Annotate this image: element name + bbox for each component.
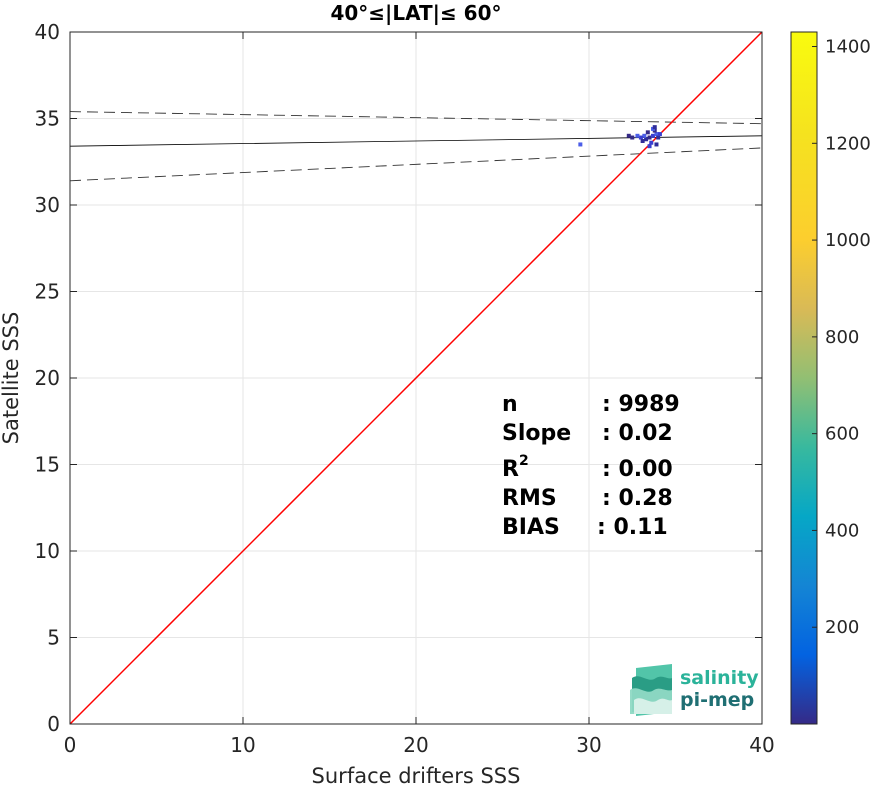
x-tick-label: 30 [576,733,601,757]
data-point [630,135,635,140]
x-tick-label: 0 [64,733,77,757]
confidence-lower-line [70,147,762,182]
stat-r2-value: : 0.00 [602,457,673,482]
colorbar-ticks: 200 400 600 800 1000 1200 1400 [812,37,871,638]
colorbar-tick-label: 600 [825,424,859,445]
data-point [647,144,652,149]
y-tick-label: 40 [35,20,60,44]
x-axis-ticks: 0 10 20 30 40 [64,32,775,757]
colorbar-tick-label: 200 [825,617,859,638]
identity-line [70,32,762,724]
colorbar-tick-label: 1000 [825,230,871,251]
logo-line2: pi-mep [680,689,754,711]
stat-slope-label: Slope [502,421,571,446]
data-point [638,135,643,140]
x-axis-title: Surface drifters SSS [312,764,521,786]
y-tick-label: 5 [47,626,60,650]
data-point [654,132,659,137]
data-point [640,138,645,143]
confidence-upper-line [70,111,762,125]
stat-rms-value: : 0.28 [602,486,673,511]
colorbar-tick-label: 800 [825,327,859,348]
data-point [635,133,640,138]
stat-r2-base: R [502,457,519,482]
y-tick-label: 25 [35,280,60,304]
stat-r2-sup: 2 [519,453,529,469]
y-tick-label: 35 [35,107,60,131]
data-point [649,140,654,145]
stat-r2-label: R2 [502,453,529,482]
data-point [642,133,647,138]
data-point [578,142,583,147]
x-tick-label: 20 [403,733,428,757]
stat-slope-value: : 0.02 [602,421,673,446]
data-point [656,135,661,140]
stat-bias-label: BIAS [502,515,560,540]
colorbar-tick-label: 1200 [825,133,871,154]
data-point [644,137,649,142]
colorbar [790,31,818,725]
data-point [626,133,631,138]
x-tick-label: 10 [230,733,255,757]
stat-rms-label: RMS [502,486,557,511]
wave-icon [630,664,672,716]
x-tick-label: 40 [749,733,774,757]
stat-bias-value: : 0.11 [597,515,668,540]
data-point [647,135,652,140]
salinity-pi-mep-logo: salinity pi-mep [630,664,759,716]
colorbar-tick-label: 1400 [825,37,871,58]
y-tick-label: 20 [35,366,60,390]
y-tick-label: 10 [35,539,60,563]
y-tick-label: 15 [35,453,60,477]
logo-line1: salinity [680,667,759,689]
data-point [651,133,656,138]
y-tick-label: 30 [35,193,60,217]
data-point [654,142,659,147]
stat-n-label: n [502,392,518,417]
y-axis-title: Satellite SSS [0,312,23,445]
y-tick-label: 0 [47,712,60,736]
data-point [652,125,657,130]
stat-n-value: : 9989 [602,392,680,417]
y-axis-ticks: 0 5 10 15 20 25 30 35 40 [35,20,762,736]
chart-title: 40°≤|LAT|≤ 60° [330,1,501,25]
data-points [578,125,662,149]
colorbar-tick-label: 400 [825,520,859,541]
data-point [645,130,650,135]
data-point [657,132,662,137]
stats-box: n : 9989 Slope : 0.02 R2 : 0.00 RMS : 0.… [502,392,680,540]
